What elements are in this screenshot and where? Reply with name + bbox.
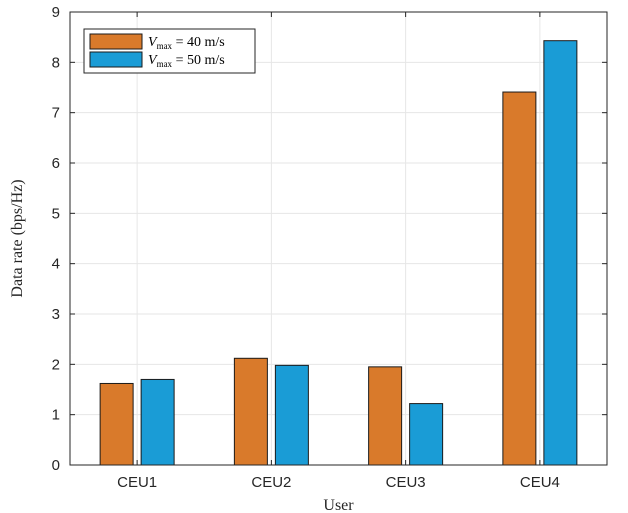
bar-ceu3-series-2 [409, 403, 444, 466]
y-tick-label: 5 [52, 205, 60, 222]
y-tick-label: 4 [52, 256, 60, 273]
x-tick-label: CEU3 [386, 474, 426, 491]
legend-label-symbol: V [148, 53, 158, 68]
bars [99, 40, 578, 466]
y-tick-label: 8 [52, 54, 60, 71]
x-axis-label: User [323, 497, 354, 513]
x-tick-label: CEU1 [117, 474, 157, 491]
bar-ceu1-series-2 [140, 378, 175, 466]
y-tick-label: 7 [52, 105, 60, 122]
bar-ceu4-series-1 [502, 91, 537, 466]
bar-ceu3-series-1 [368, 366, 403, 466]
bar-ceu1-series-1 [99, 382, 134, 466]
bar-ceu2-series-1 [233, 357, 268, 466]
y-tick-label: 1 [52, 407, 60, 424]
bar-ceu2-series-2 [274, 364, 309, 466]
y-tick-label: 2 [52, 356, 60, 373]
grid-lines [70, 11, 607, 466]
legend-label-subscript: max [157, 41, 173, 51]
tick-labels: 0 1 2 3 4 5 6 7 8 9 CEU1 CEU2 CEU3 CEU4 [52, 4, 560, 491]
y-tick-label: 9 [52, 4, 60, 21]
legend-label-value: = 40 m/s [172, 35, 225, 50]
plot-frame [69, 11, 608, 466]
legend-label: Vmax = 50 m/s [148, 53, 225, 69]
legend-label-subscript: max [157, 59, 173, 69]
legend-swatch [89, 51, 143, 68]
legend-label: Vmax = 40 m/s [148, 35, 225, 51]
axis-ticks [70, 11, 607, 466]
y-tick-label: 3 [52, 306, 60, 323]
legend-label-value: = 50 m/s [172, 53, 225, 68]
bar-ceu4-series-2 [543, 40, 578, 466]
y-tick-label: 0 [52, 457, 60, 474]
x-tick-label: CEU4 [520, 474, 560, 491]
y-tick-label: 6 [52, 155, 60, 172]
legend-label-symbol: V [148, 35, 158, 50]
x-tick-label: CEU2 [251, 474, 291, 491]
legend-swatch [89, 33, 143, 50]
y-axis-label: Data rate (bps/Hz) [9, 179, 26, 297]
